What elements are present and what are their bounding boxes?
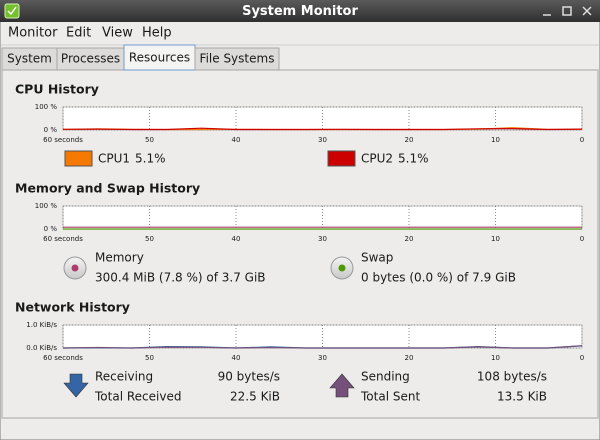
close-button[interactable] [582,6,592,16]
series-line [62,345,583,349]
rate-value: 108 bytes/s [477,370,547,384]
legend-label: Sending [361,370,410,384]
x-tick-label: 60 seconds [43,235,83,243]
title-bar [0,0,600,22]
x-tick-label: 40 [232,136,241,144]
network-icon[interactable] [63,373,89,398]
tab-label[interactable]: System [7,52,52,66]
x-tick-label: 40 [232,354,241,362]
x-tick-label: 50 [145,136,154,144]
x-tick-label: 40 [232,235,241,243]
tab-label[interactable]: File Systems [200,52,275,66]
tab-label[interactable]: Processes [61,52,120,66]
total-label: Total Sent [360,390,420,404]
total-label: Total Received [94,390,181,404]
x-tick-label: 60 seconds [43,354,83,362]
legend-reading: 5.1% [398,152,429,166]
usage-icon-dot [338,264,346,272]
x-tick-label: 30 [318,235,327,243]
x-tick-label: 10 [491,136,500,144]
legend-label: Receiving [95,370,153,384]
usage-details: 300.4 MiB (7.8 %) of 3.7 GiB [95,271,266,285]
usage-icon-dot [71,264,79,272]
series-line [62,127,583,131]
x-tick-label: 0 [580,354,584,362]
x-tick-label: 60 seconds [43,136,83,144]
legend-label: Memory [95,251,144,265]
x-tick-label: 20 [405,136,414,144]
x-tick-label: 10 [491,354,500,362]
x-tick-label: 10 [491,235,500,243]
x-tick-label: 50 [145,354,154,362]
legend-reading: 5.1% [135,152,166,166]
maximize-button[interactable] [562,6,572,16]
legend-label: Swap [361,251,393,265]
tab-label[interactable]: Resources [129,51,190,65]
x-tick-label: 20 [405,354,414,362]
menu-item[interactable]: Help [142,26,172,41]
total-value: 22.5 KiB [230,390,280,404]
legend-label: CPU2 [361,152,393,166]
x-tick-label: 20 [405,235,414,243]
x-tick-label: 30 [318,136,327,144]
legend-label: CPU1 [98,152,130,166]
app-icon [4,3,20,19]
x-tick-label: 50 [145,235,154,243]
section-heading: Memory and Swap History [15,181,200,196]
y-tick-label: 1.0 KiB/s [26,321,57,329]
legend-swatch[interactable] [327,150,356,167]
legend-swatch[interactable] [64,150,93,167]
usage-details: 0 bytes (0.0 %) of 7.9 GiB [361,271,516,285]
menu-item[interactable]: Monitor [8,26,58,41]
section-heading: Network History [15,300,130,315]
tab[interactable] [194,47,280,71]
total-value: 13.5 KiB [497,390,547,404]
x-tick-label: 30 [318,354,327,362]
x-tick-label: 0 [580,136,584,144]
menu-item[interactable]: Edit [66,26,91,41]
network-icon[interactable] [329,373,355,398]
x-tick-label: 0 [580,235,584,243]
app-icon-check [7,6,17,16]
y-tick-label: 100 % [35,103,58,111]
section-heading: CPU History [15,82,99,97]
y-tick-label: 0 % [44,225,58,233]
y-tick-label: 0 % [44,126,58,134]
rate-value: 90 bytes/s [218,370,280,384]
window-title: System Monitor [242,4,358,19]
menu-item[interactable]: View [102,26,133,41]
y-tick-label: 0.0 KiB/s [26,344,57,352]
y-tick-label: 100 % [35,202,58,210]
